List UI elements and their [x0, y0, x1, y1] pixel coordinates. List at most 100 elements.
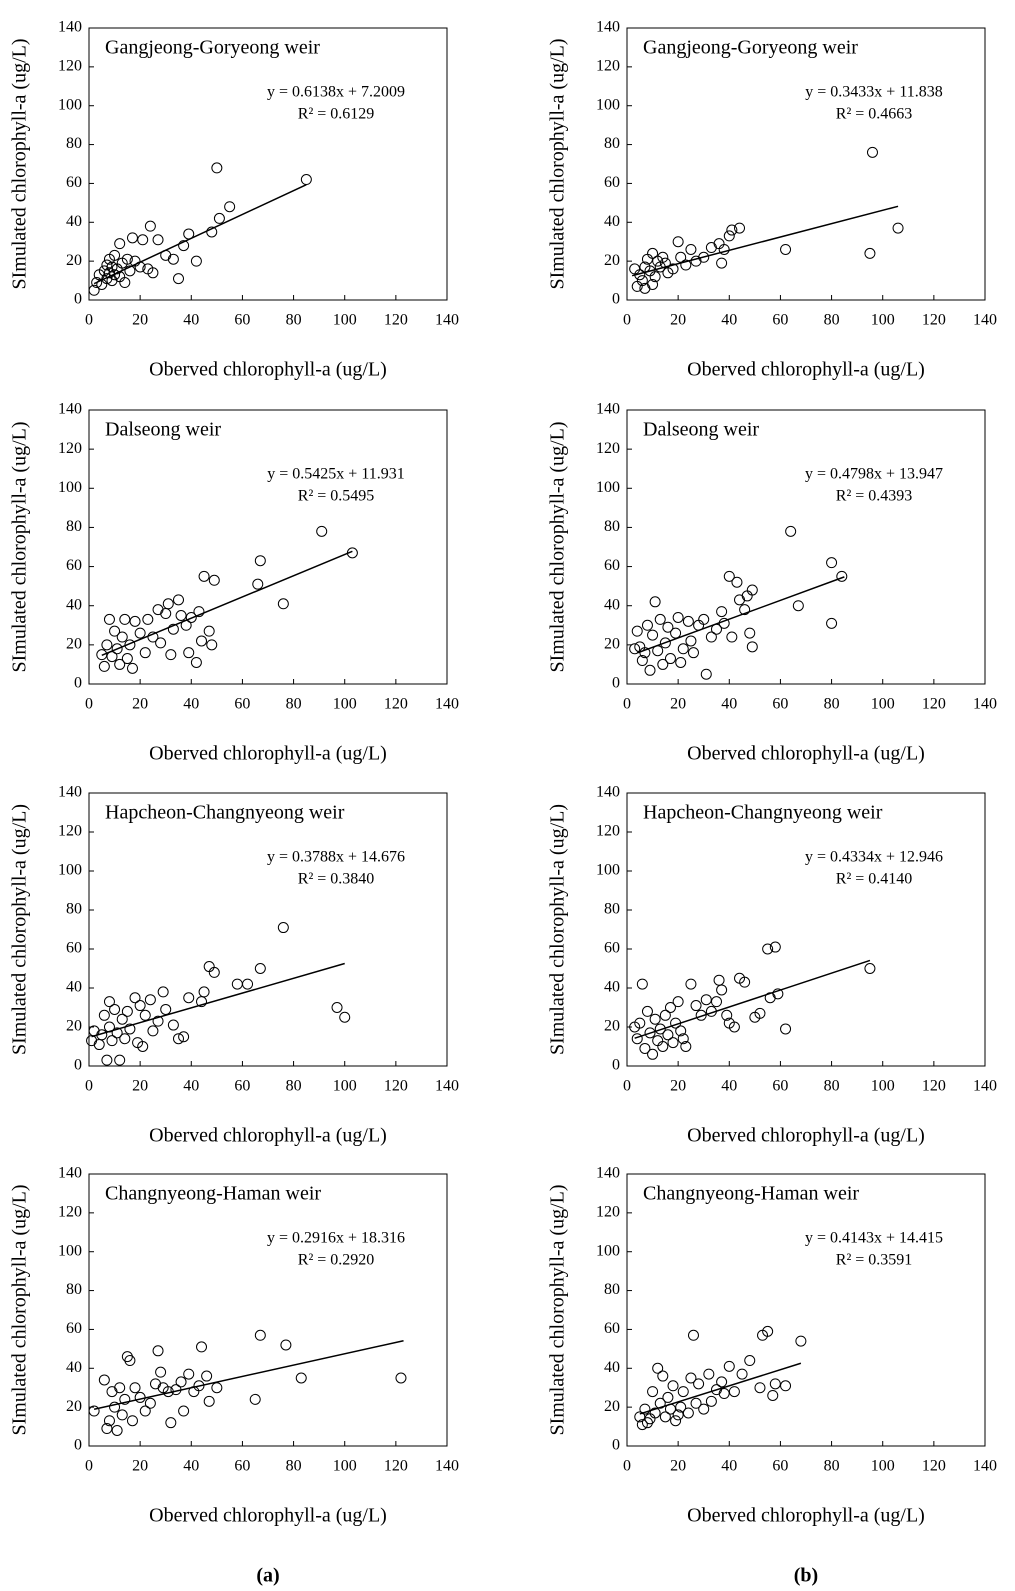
data-point	[718, 1388, 730, 1400]
data-point	[121, 653, 133, 665]
y-tick-label: 100	[596, 479, 620, 496]
data-point	[647, 278, 659, 290]
fit-r2: R² = 0.6129	[298, 106, 375, 123]
data-point	[249, 1393, 261, 1405]
y-tick-label: 140	[596, 401, 620, 418]
fit-r2: R² = 0.3840	[298, 871, 375, 888]
x-tick-label: 100	[333, 1458, 357, 1475]
fit-equation: y = 0.4143x + 14.415	[805, 1230, 943, 1247]
data-point	[641, 1005, 653, 1017]
data-point	[277, 922, 289, 934]
y-tick-label: 40	[66, 596, 82, 613]
data-point	[190, 656, 202, 668]
data-point	[713, 974, 725, 986]
y-tick-label: 0	[74, 1057, 82, 1074]
data-point	[114, 658, 126, 670]
x-tick-label: 80	[824, 312, 840, 329]
data-point	[864, 963, 876, 974]
data-point	[754, 1382, 766, 1394]
y-tick-label: 120	[596, 440, 620, 457]
data-point	[126, 662, 138, 674]
data-point	[672, 611, 684, 623]
data-point	[129, 615, 141, 627]
x-tick-label: 80	[824, 696, 840, 713]
data-point	[124, 1023, 136, 1035]
x-tick-label: 100	[333, 312, 357, 329]
y-tick-label: 40	[66, 1359, 82, 1376]
data-point	[142, 613, 154, 625]
x-tick-label: 40	[721, 1078, 737, 1095]
x-tick-label: 80	[286, 312, 302, 329]
data-point	[152, 1345, 164, 1357]
fit-line	[634, 959, 871, 1039]
y-tick-label: 100	[596, 96, 620, 113]
y-tick-label: 60	[66, 1320, 82, 1337]
data-point	[175, 1376, 187, 1388]
data-point	[139, 1009, 151, 1021]
data-point	[864, 247, 876, 259]
data-point	[167, 1019, 179, 1031]
data-point	[111, 1027, 123, 1039]
data-point	[713, 238, 725, 250]
y-axis-label: SImulated chlorophyll-a (ug/L)	[9, 421, 31, 672]
x-tick-label: 20	[132, 1078, 148, 1095]
data-point	[193, 1380, 205, 1392]
data-point	[762, 943, 774, 955]
y-tick-label: 40	[604, 979, 620, 996]
y-tick-label: 120	[58, 58, 82, 75]
x-axis-label: Oberved chlorophyll-a (ug/L)	[149, 1505, 387, 1527]
x-tick-label: 0	[85, 312, 93, 329]
fit-equation: y = 0.5425x + 11.931	[267, 466, 404, 483]
y-axis-label: SImulated chlorophyll-a (ug/L)	[547, 38, 569, 289]
data-point	[155, 1366, 167, 1378]
data-point	[119, 277, 131, 289]
data-point	[654, 1023, 666, 1035]
data-point	[785, 525, 797, 537]
x-tick-label: 120	[922, 1458, 946, 1475]
y-tick-label: 20	[604, 252, 620, 269]
fit-r2: R² = 0.4140	[836, 871, 913, 888]
data-point	[203, 961, 215, 973]
fit-equation: y = 0.4334x + 12.946	[805, 849, 943, 866]
data-point	[647, 1048, 659, 1060]
data-point	[654, 613, 666, 625]
y-tick-label: 20	[604, 1398, 620, 1415]
data-point	[137, 1041, 149, 1052]
x-tick-label: 20	[132, 1458, 148, 1475]
y-tick-label: 20	[66, 636, 82, 653]
data-point	[649, 596, 661, 608]
fit-r2: R² = 0.4663	[836, 106, 913, 123]
data-point	[687, 1329, 699, 1341]
data-point	[114, 238, 126, 250]
y-tick-label: 60	[604, 557, 620, 574]
data-point	[629, 263, 641, 275]
y-tick-label: 0	[612, 675, 620, 692]
data-point	[116, 1409, 128, 1421]
data-point	[677, 1033, 689, 1045]
data-point	[155, 637, 167, 649]
data-point	[91, 277, 103, 289]
data-point	[662, 1391, 674, 1403]
y-axis-label: SImulated chlorophyll-a (ug/L)	[9, 38, 31, 289]
data-point	[670, 627, 682, 639]
data-point	[208, 966, 220, 978]
x-tick-label: 140	[973, 1078, 997, 1095]
y-tick-label: 60	[66, 940, 82, 957]
data-point	[639, 1403, 651, 1415]
y-tick-label: 0	[612, 1437, 620, 1454]
data-point	[395, 1372, 407, 1384]
x-tick-label: 100	[871, 1458, 895, 1475]
data-point	[734, 594, 746, 606]
data-point	[795, 1335, 807, 1347]
data-point	[86, 1035, 98, 1047]
data-point	[134, 1000, 146, 1012]
x-tick-label: 80	[824, 1078, 840, 1095]
data-point	[190, 255, 202, 267]
data-point	[734, 222, 746, 234]
y-tick-label: 100	[58, 1242, 82, 1259]
data-point	[716, 257, 728, 269]
data-point	[705, 631, 717, 643]
x-tick-label: 120	[384, 1458, 408, 1475]
plot-frame	[88, 27, 448, 301]
